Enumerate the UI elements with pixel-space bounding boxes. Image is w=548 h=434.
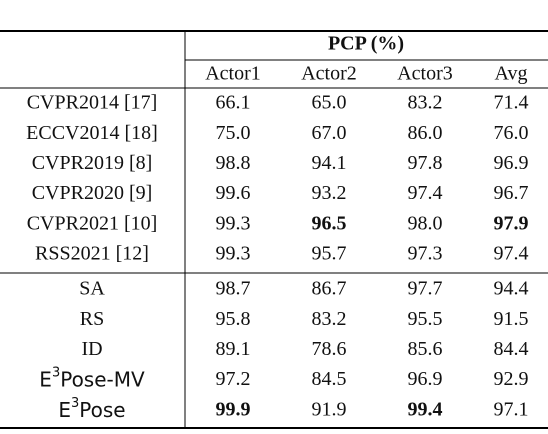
cell-value: 94.4 bbox=[494, 278, 529, 300]
cell-value: 95.8 bbox=[216, 308, 251, 330]
column-header: Actor2 bbox=[301, 63, 357, 85]
cell-value: 95.5 bbox=[408, 308, 443, 330]
column-header: Avg bbox=[495, 63, 528, 85]
cell-value: 91.9 bbox=[312, 398, 347, 420]
method-name: SA bbox=[79, 278, 105, 300]
cell-value: 97.2 bbox=[216, 368, 251, 390]
cell-value: 97.8 bbox=[408, 152, 443, 174]
method-name: E3Pose bbox=[58, 396, 125, 422]
cell-value: 89.1 bbox=[216, 338, 251, 360]
column-header: Actor3 bbox=[397, 63, 453, 85]
superscript: 3 bbox=[71, 396, 79, 411]
method-name: E3Pose-MV bbox=[39, 366, 145, 392]
cell-value: 97.3 bbox=[408, 243, 443, 265]
method-name: ID bbox=[81, 338, 102, 360]
method-name: CVPR2021 [10] bbox=[27, 212, 158, 234]
superscript: 3 bbox=[52, 366, 60, 381]
cell-value: 86.0 bbox=[408, 122, 443, 144]
cell-value: 84.5 bbox=[312, 368, 347, 390]
cell-value: 85.6 bbox=[408, 338, 443, 360]
cell-value: 97.7 bbox=[408, 278, 443, 300]
cell-value: 66.1 bbox=[216, 92, 251, 114]
cell-value: 98.7 bbox=[216, 278, 251, 300]
method-name: CVPR2014 [17] bbox=[27, 92, 158, 114]
cell-value: 94.1 bbox=[312, 152, 347, 174]
header-title: PCP (%) bbox=[328, 33, 404, 55]
method-name: ECCV2014 [18] bbox=[26, 122, 158, 144]
cell-value: 97.9 bbox=[494, 212, 529, 234]
cell-value: 98.0 bbox=[408, 212, 443, 234]
cell-value: 97.4 bbox=[494, 243, 529, 265]
cell-value: 97.4 bbox=[408, 182, 443, 204]
cell-value: 86.7 bbox=[312, 278, 347, 300]
cell-value: 92.9 bbox=[494, 368, 529, 390]
cell-value: 71.4 bbox=[494, 92, 529, 114]
cell-value: 91.5 bbox=[494, 308, 529, 330]
method-part: E bbox=[39, 367, 52, 391]
cell-value: 99.6 bbox=[216, 182, 251, 204]
method-name: RS bbox=[80, 308, 104, 330]
column-header: Actor1 bbox=[205, 63, 261, 85]
cell-value: 83.2 bbox=[312, 308, 347, 330]
cell-value: 96.7 bbox=[494, 182, 529, 204]
cell-value: 75.0 bbox=[216, 122, 251, 144]
cell-value: 96.5 bbox=[312, 212, 347, 234]
cell-value: 65.0 bbox=[312, 92, 347, 114]
cell-value: 97.1 bbox=[494, 398, 529, 420]
cell-value: 95.7 bbox=[312, 243, 347, 265]
method-part: Pose-MV bbox=[60, 367, 145, 391]
cell-value: 99.9 bbox=[216, 398, 251, 420]
method-name: RSS2021 [12] bbox=[35, 243, 149, 265]
cell-value: 67.0 bbox=[312, 122, 347, 144]
cell-value: 96.9 bbox=[494, 152, 529, 174]
cell-value: 84.4 bbox=[494, 338, 529, 360]
cell-value: 96.9 bbox=[408, 368, 443, 390]
method-name: CVPR2019 [8] bbox=[32, 152, 153, 174]
cell-value: 83.2 bbox=[408, 92, 443, 114]
cell-value: 98.8 bbox=[216, 152, 251, 174]
cell-value: 99.3 bbox=[216, 243, 251, 265]
cell-value: 76.0 bbox=[494, 122, 529, 144]
method-part: E bbox=[58, 397, 71, 421]
method-part: Pose bbox=[79, 397, 125, 421]
cell-value: 78.6 bbox=[312, 338, 347, 360]
cell-value: 93.2 bbox=[312, 182, 347, 204]
cell-value: 99.4 bbox=[408, 398, 443, 420]
cell-value: 99.3 bbox=[216, 212, 251, 234]
method-name: CVPR2020 [9] bbox=[32, 182, 153, 204]
